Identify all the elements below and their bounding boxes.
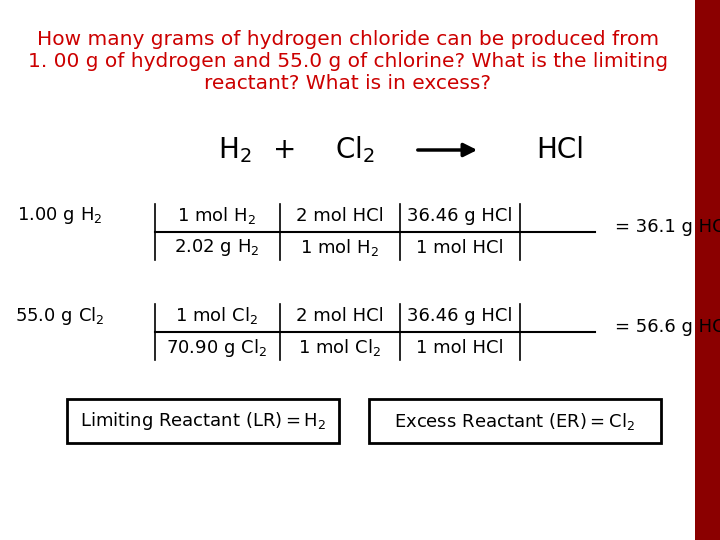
Text: HCl: HCl <box>536 136 584 164</box>
Text: 36.46 g HCl: 36.46 g HCl <box>408 307 513 325</box>
FancyBboxPatch shape <box>369 399 661 443</box>
FancyBboxPatch shape <box>67 399 339 443</box>
Text: $\mathregular{Excess\ Reactant\ (ER) = Cl_2}$: $\mathregular{Excess\ Reactant\ (ER) = C… <box>395 410 636 431</box>
Text: $\mathregular{Cl_2}$: $\mathregular{Cl_2}$ <box>335 134 375 165</box>
Text: $\mathregular{70.90\ g\ Cl_2}$: $\mathregular{70.90\ g\ Cl_2}$ <box>166 337 268 359</box>
Text: $\mathregular{55.0\ g\ Cl_2}$: $\mathregular{55.0\ g\ Cl_2}$ <box>15 305 105 327</box>
Text: $\mathregular{1\ mol\ Cl_2}$: $\mathregular{1\ mol\ Cl_2}$ <box>176 306 258 327</box>
Text: $\mathregular{1\ mol\ H_2}$: $\mathregular{1\ mol\ H_2}$ <box>300 238 379 259</box>
Text: $\mathregular{Limiting\ Reactant\ (LR) = H_2}$: $\mathregular{Limiting\ Reactant\ (LR) =… <box>80 410 326 432</box>
Text: +: + <box>274 136 297 164</box>
Bar <box>695 0 720 540</box>
Text: = 36.1 g HCl: = 36.1 g HCl <box>615 218 720 236</box>
Text: 36.46 g HCl: 36.46 g HCl <box>408 207 513 225</box>
Text: = 56.6 g HCl: = 56.6 g HCl <box>615 318 720 336</box>
Text: 2 mol HCl: 2 mol HCl <box>296 307 384 325</box>
Text: 1 mol HCl: 1 mol HCl <box>416 339 504 357</box>
Text: $\mathregular{H_2}$: $\mathregular{H_2}$ <box>218 135 252 165</box>
Text: How many grams of hydrogen chloride can be produced from
1. 00 g of hydrogen and: How many grams of hydrogen chloride can … <box>28 30 668 93</box>
Text: $\mathregular{1.00\ g\ H_2}$: $\mathregular{1.00\ g\ H_2}$ <box>17 206 103 226</box>
Text: 1 mol HCl: 1 mol HCl <box>416 239 504 257</box>
Text: $\mathregular{2.02\ g\ H_2}$: $\mathregular{2.02\ g\ H_2}$ <box>174 238 260 259</box>
Text: $\mathregular{1\ mol\ H_2}$: $\mathregular{1\ mol\ H_2}$ <box>177 206 256 226</box>
Text: $\mathregular{1\ mol\ Cl_2}$: $\mathregular{1\ mol\ Cl_2}$ <box>298 338 382 359</box>
Text: 2 mol HCl: 2 mol HCl <box>296 207 384 225</box>
